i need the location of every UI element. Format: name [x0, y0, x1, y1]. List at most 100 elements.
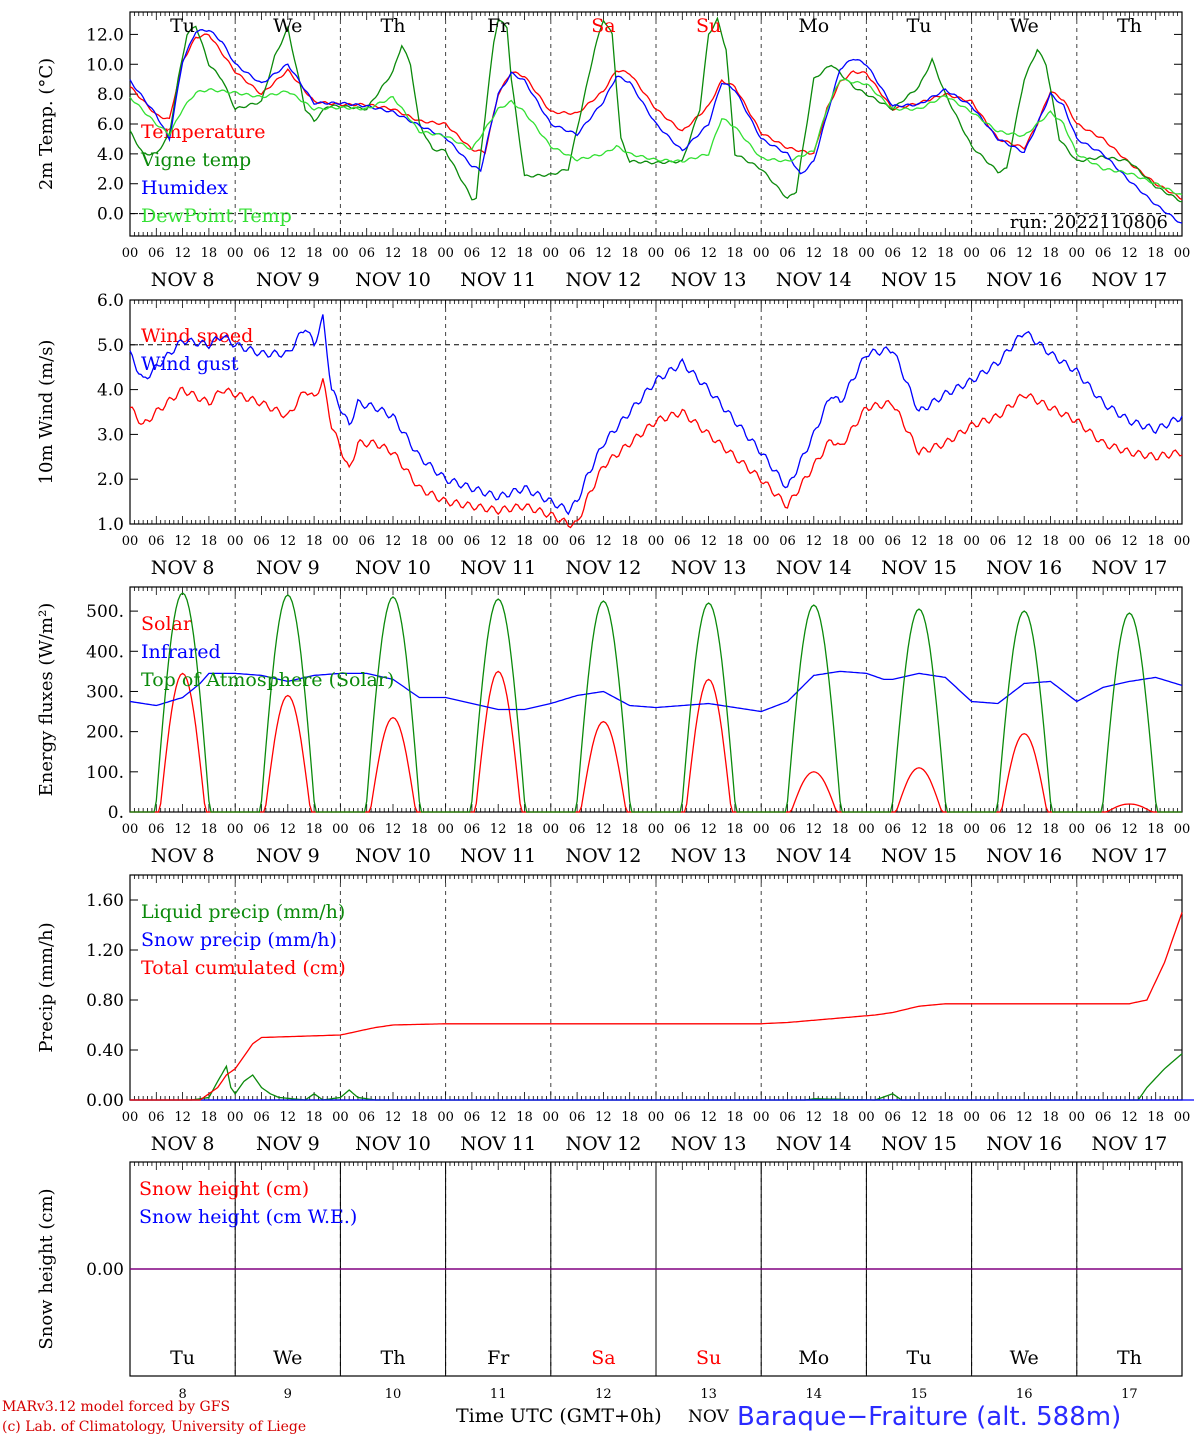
date-label: NOV 9	[256, 845, 320, 867]
hour-tick-label: 12	[490, 534, 507, 549]
date-label: NOV 16	[986, 557, 1062, 579]
legend-entry: DewPoint Temp	[141, 205, 292, 227]
hour-tick-label: 00	[227, 534, 244, 549]
hour-tick-label: 12	[911, 822, 928, 837]
station-title: Baraque−Fraiture (alt. 588m)	[737, 1402, 1122, 1432]
day-number-label: 15	[911, 1387, 928, 1402]
weekday-label: Su	[696, 1347, 721, 1369]
date-label: NOV 10	[355, 557, 431, 579]
weekday-label: Th	[1117, 15, 1142, 37]
hour-tick-label: 00	[437, 1110, 454, 1125]
weekday-label: Sa	[591, 1347, 615, 1369]
y-tick-label: 5.0	[97, 336, 124, 356]
hour-tick-label: 00	[648, 822, 665, 837]
hour-tick-label: 12	[385, 534, 402, 549]
hour-tick-label: 06	[464, 1110, 481, 1125]
hour-tick-label: 18	[306, 246, 323, 261]
hour-tick-label: 00	[122, 822, 139, 837]
y-tick-label: 2.0	[97, 175, 124, 195]
hour-tick-label: 12	[385, 246, 402, 261]
date-label: NOV 13	[671, 845, 747, 867]
legend-entry: Top of Atmosphere (Solar)	[141, 669, 394, 691]
hour-tick-label: 06	[884, 534, 901, 549]
weekday-label: We	[273, 15, 302, 37]
hour-tick-label: 00	[753, 246, 770, 261]
hour-tick-label: 06	[358, 534, 375, 549]
hour-tick-label: 12	[174, 246, 191, 261]
hour-tick-label: 00	[1069, 1110, 1086, 1125]
hour-tick-label: 00	[1174, 1110, 1191, 1125]
day-number-label: 11	[490, 1387, 507, 1402]
hour-tick-label: 12	[280, 534, 297, 549]
legend-entry: Liquid precip (mm/h)	[141, 901, 345, 923]
hour-tick-label: 06	[569, 1110, 586, 1125]
hour-tick-label: 00	[753, 1110, 770, 1125]
hour-tick-label: 00	[1174, 246, 1191, 261]
series-line-green	[129, 16, 1183, 203]
hour-tick-label: 00	[543, 534, 560, 549]
hour-tick-label: 12	[1121, 822, 1138, 837]
date-label: NOV 11	[460, 1133, 536, 1155]
hour-tick-label: 12	[174, 534, 191, 549]
weekday-label: Tu	[907, 15, 932, 37]
hour-tick-label: 18	[937, 246, 954, 261]
hour-tick-label: 12	[490, 1110, 507, 1125]
hour-tick-label: 00	[332, 534, 349, 549]
date-label: NOV 15	[881, 557, 957, 579]
legend-entry: Temperature	[141, 121, 265, 143]
hour-tick-label: 12	[385, 822, 402, 837]
date-label: NOV 8	[151, 557, 215, 579]
series-line-green	[130, 592, 1182, 813]
hour-tick-label: 06	[1095, 246, 1112, 261]
hour-tick-label: 12	[595, 1110, 612, 1125]
hour-tick-label: 06	[674, 1110, 691, 1125]
hour-tick-label: 00	[648, 534, 665, 549]
date-label: NOV 8	[151, 845, 215, 867]
date-label: NOV 10	[355, 1133, 431, 1155]
y-axis-label: Precip (mm/h)	[36, 922, 57, 1052]
date-label: NOV 17	[1091, 1133, 1167, 1155]
hour-tick-label: 12	[1121, 1110, 1138, 1125]
y-tick-label: 10.0	[86, 55, 124, 75]
hour-tick-label: 18	[832, 534, 849, 549]
day-number-label: 10	[385, 1387, 402, 1402]
hour-tick-label: 18	[516, 534, 533, 549]
hour-tick-label: 06	[779, 246, 796, 261]
hour-tick-label: 18	[411, 822, 428, 837]
y-tick-label: 8.0	[97, 85, 124, 105]
date-label: NOV 14	[776, 269, 852, 291]
hour-tick-label: 00	[1069, 246, 1086, 261]
hour-tick-label: 00	[1174, 822, 1191, 837]
hour-tick-label: 18	[516, 246, 533, 261]
hour-tick-label: 06	[253, 246, 270, 261]
hour-tick-label: 18	[832, 822, 849, 837]
y-tick-label: 6.0	[97, 115, 124, 135]
hour-tick-label: 18	[1042, 822, 1059, 837]
hour-tick-label: 12	[1016, 822, 1033, 837]
hour-tick-label: 00	[437, 822, 454, 837]
hour-tick-label: 00	[227, 1110, 244, 1125]
hour-tick-label: 18	[937, 1110, 954, 1125]
day-number-label: 17	[1121, 1387, 1138, 1402]
hour-tick-label: 18	[1042, 1110, 1059, 1125]
date-label: NOV 11	[460, 269, 536, 291]
date-label: NOV 14	[776, 845, 852, 867]
hour-tick-label: 18	[621, 246, 638, 261]
day-number-label: 8	[178, 1387, 186, 1402]
hour-tick-label: 18	[201, 246, 218, 261]
hour-tick-label: 12	[700, 822, 717, 837]
y-tick-label: 400.	[86, 642, 124, 662]
time-axis-label: Time UTC (GMT+0h)	[456, 1405, 662, 1427]
series-line-red	[130, 912, 1183, 1101]
day-number-label: 12	[595, 1387, 612, 1402]
weekday-label: We	[273, 1347, 302, 1369]
hour-tick-label: 18	[411, 246, 428, 261]
hour-tick-label: 18	[727, 534, 744, 549]
weekday-label: Sa	[591, 15, 615, 37]
hour-tick-label: 12	[595, 246, 612, 261]
hour-tick-label: 12	[174, 822, 191, 837]
hour-tick-label: 00	[753, 534, 770, 549]
hour-tick-label: 00	[543, 246, 560, 261]
hour-tick-label: 18	[306, 822, 323, 837]
